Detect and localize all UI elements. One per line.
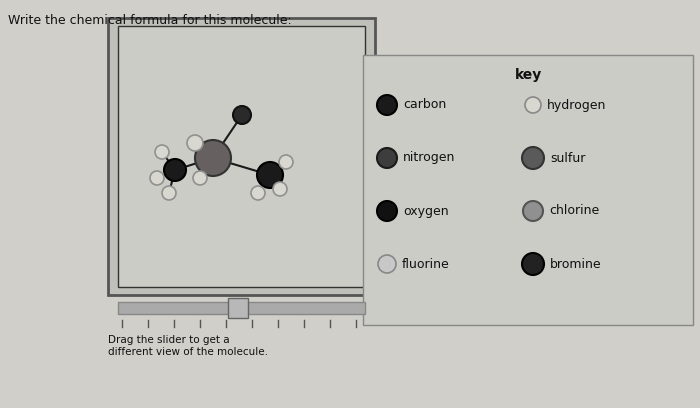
Circle shape xyxy=(378,255,396,273)
Text: carbon: carbon xyxy=(403,98,447,111)
Bar xyxy=(118,26,365,287)
Circle shape xyxy=(164,159,186,181)
Circle shape xyxy=(257,162,283,188)
Circle shape xyxy=(195,140,231,176)
Bar xyxy=(108,18,375,295)
Circle shape xyxy=(150,171,164,185)
Circle shape xyxy=(273,182,287,196)
Text: Drag the slider to get a
different view of the molecule.: Drag the slider to get a different view … xyxy=(108,335,268,357)
Bar xyxy=(228,298,248,318)
Text: oxygen: oxygen xyxy=(403,204,449,217)
Text: nitrogen: nitrogen xyxy=(403,151,456,164)
Bar xyxy=(118,302,365,314)
Circle shape xyxy=(233,106,251,124)
Text: key: key xyxy=(514,68,542,82)
Text: chlorine: chlorine xyxy=(549,204,599,217)
Text: hydrogen: hydrogen xyxy=(547,98,606,111)
Circle shape xyxy=(162,186,176,200)
Circle shape xyxy=(525,97,541,113)
Circle shape xyxy=(523,201,543,221)
Circle shape xyxy=(377,95,397,115)
Circle shape xyxy=(155,145,169,159)
Text: bromine: bromine xyxy=(550,257,601,271)
Circle shape xyxy=(193,171,207,185)
Circle shape xyxy=(279,155,293,169)
Circle shape xyxy=(522,253,544,275)
Circle shape xyxy=(522,147,544,169)
Circle shape xyxy=(377,201,397,221)
Circle shape xyxy=(187,135,203,151)
Text: fluorine: fluorine xyxy=(402,257,449,271)
Circle shape xyxy=(377,148,397,168)
Text: Write the chemical formula for this molecule:: Write the chemical formula for this mole… xyxy=(8,14,292,27)
Text: sulfur: sulfur xyxy=(550,151,585,164)
Circle shape xyxy=(251,186,265,200)
Bar xyxy=(363,55,693,325)
